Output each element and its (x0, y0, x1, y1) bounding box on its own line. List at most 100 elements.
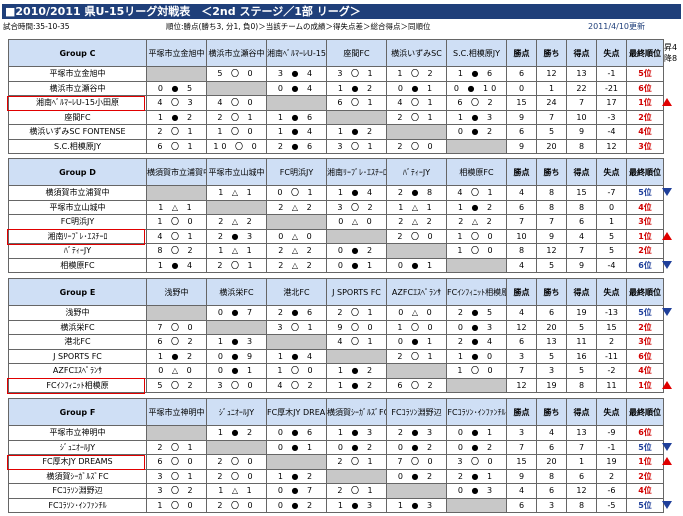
stat-gf: 19 (566, 305, 597, 321)
page-title: ■2010/2011 県U-15リーグ対戦表 ＜2nd ステージ／1部 リーグ＞ (5, 5, 361, 18)
final-rank: 6位 (626, 425, 664, 441)
stat-wins: 1 (536, 80, 567, 96)
match-result: 0 ● 4 (266, 80, 327, 96)
team-name: 横浜市立瀬谷中 (8, 80, 147, 96)
team-name: AZFCｴｽﾍﾟﾗﾝｻ (8, 363, 147, 379)
self-match-cell (386, 243, 447, 259)
final-rank: 3位 (626, 138, 664, 154)
match-result: 5 〇 2 (146, 377, 207, 393)
match-result: 0 ● 1 (326, 257, 387, 273)
rank-header: 最終順位 (626, 39, 664, 67)
match-result: 2 〇 0 (206, 468, 267, 484)
match-result: 4 〇 1 (446, 185, 507, 201)
match-result: 2 ● 4 (446, 334, 507, 350)
stat-points: 4 (506, 185, 537, 201)
match-result: 0 ● 9 (206, 348, 267, 364)
stat-gf: 9 (566, 257, 597, 273)
self-match-cell (446, 138, 507, 154)
match-result: 7 〇 0 (146, 319, 207, 335)
match-result: 1 ● 2 (326, 80, 387, 96)
stat-wins: 13 (536, 334, 567, 350)
opponent-header: 横須賀市立浦賀中 (146, 158, 207, 186)
self-match-cell (266, 454, 327, 470)
match-result: 1 ● 3 (206, 334, 267, 350)
final-rank: 2位 (626, 109, 664, 125)
match-result: 2 ● 3 (206, 228, 267, 244)
match-result: 3 〇 1 (266, 319, 327, 335)
stat-wins: 20 (536, 454, 567, 470)
stat-gf: 13 (566, 425, 597, 441)
ranking-rule-note: 順位:勝点(勝ち3, 分1, 負0)＞当該チームの成績＞得失点差＞総合得点＞同順… (166, 22, 431, 31)
match-result: 2 〇 0 (206, 497, 267, 513)
rank-header: 最終順位 (626, 278, 664, 306)
stat-header-ga: 失点 (596, 398, 627, 426)
opponent-header: FC明浜JY (266, 158, 327, 186)
stat-points: 0 (506, 80, 537, 96)
group-table: Group E 浅野中 横浜栄FC 港北FC J SPORTS FC AZFCｴｽﾍﾟﾗﾝ… (8, 278, 664, 393)
match-result: 6 〇 2 (386, 377, 447, 393)
team-name: 平塚市立金旭中 (8, 66, 147, 82)
match-result: 0 ● 2 (326, 439, 387, 455)
team-name: FC明浜JY (8, 214, 147, 230)
self-match-cell (326, 228, 387, 244)
group-name: Group C (8, 39, 147, 67)
stat-gf: 12 (566, 483, 597, 499)
match-result: 1 〇 0 (206, 124, 267, 140)
match-result: 0 ● 3 (446, 319, 507, 335)
match-result: 0 ● 1 (386, 334, 447, 350)
opponent-header: FCｲﾝﾌｨﾆｯﾄ相模原 (446, 278, 507, 306)
match-result: 1 〇 0 (446, 363, 507, 379)
match-result: 2 〇 1 (146, 439, 207, 455)
stat-points: 6 (506, 497, 537, 513)
self-match-cell (206, 80, 267, 96)
match-result: 2 〇 1 (326, 305, 387, 321)
match-result: 0 ● 3 (446, 483, 507, 499)
team-name: 相模原FC (8, 257, 147, 273)
final-rank: 5位 (626, 439, 664, 455)
stat-gf: 1 (566, 454, 597, 470)
team-name: FCｺﾗｿﾝ･ｲﾝﾌｧﾝﾁﾙ (8, 497, 147, 513)
self-match-cell (146, 185, 207, 201)
stat-wins: 6 (536, 483, 567, 499)
stat-points: 12 (506, 319, 537, 335)
match-result: 1 〇 0 (146, 214, 207, 230)
match-result: 1 〇 2 (386, 66, 447, 82)
stat-points: 10 (506, 228, 537, 244)
self-match-cell (146, 66, 207, 82)
relegation-arrow-icon (662, 260, 672, 269)
match-result: 2 〇 1 (326, 454, 387, 470)
match-result: 0 ● 2 (326, 243, 387, 259)
team-name: FC厚木JY DREAMS (8, 454, 147, 470)
stat-header-ga: 失点 (596, 278, 627, 306)
stat-ga: -5 (596, 497, 627, 513)
stat-points: 15 (506, 454, 537, 470)
stat-wins: 5 (536, 348, 567, 364)
match-result: 0 ● 2 (386, 439, 447, 455)
match-result: 1 ● 2 (326, 377, 387, 393)
match-result: 1 ● 4 (146, 257, 207, 273)
stat-wins: 24 (536, 95, 567, 111)
rank-header: 最終順位 (626, 158, 664, 186)
team-name: ｼﾞｭﾆｵｰﾙJY (8, 439, 147, 455)
self-match-cell (206, 319, 267, 335)
stat-ga: -13 (596, 305, 627, 321)
match-result: 3 〇 1 (326, 66, 387, 82)
stat-header-wins: 勝ち (536, 398, 567, 426)
stat-wins: 20 (536, 138, 567, 154)
opponent-header: 平塚市立神明中 (146, 398, 207, 426)
match-result: 1 ● 2 (326, 363, 387, 379)
final-rank: 5位 (626, 185, 664, 201)
stat-points: 6 (506, 66, 537, 82)
team-name: 横須賀市立浦賀中 (8, 185, 147, 201)
match-result: 4 〇 1 (146, 228, 207, 244)
match-result: 1 〇 0 (386, 319, 447, 335)
self-match-cell (326, 348, 387, 364)
stat-wins: 5 (536, 124, 567, 140)
